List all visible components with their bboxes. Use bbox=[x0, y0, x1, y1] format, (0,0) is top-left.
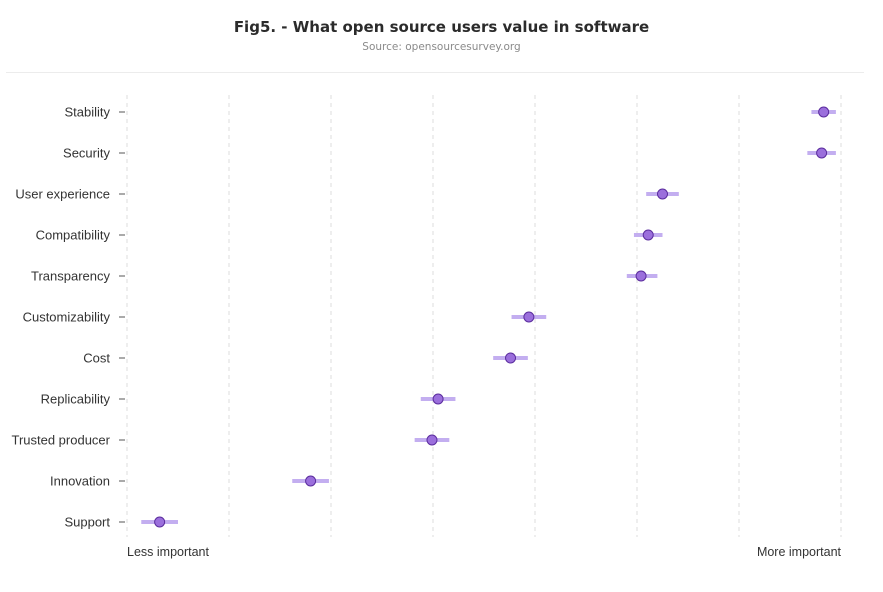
data-point bbox=[523, 311, 535, 323]
data-point bbox=[818, 106, 830, 118]
data-point bbox=[426, 434, 438, 446]
data-point bbox=[154, 516, 166, 528]
data-point bbox=[635, 270, 647, 282]
y-tick-label: User experience bbox=[15, 187, 110, 202]
data-point bbox=[432, 393, 444, 405]
x-tick-label-low: Less important bbox=[127, 545, 210, 559]
x-axis: Less important More important bbox=[127, 545, 842, 559]
chart-title: Fig5. - What open source users value in … bbox=[233, 18, 650, 36]
data-point bbox=[657, 188, 668, 200]
y-tick-label: Compatibility bbox=[36, 228, 111, 243]
y-tick-label: Transparency bbox=[31, 269, 110, 284]
y-tick-label: Security bbox=[63, 146, 110, 161]
y-tick-label: Customizability bbox=[23, 310, 111, 325]
header-divider bbox=[6, 72, 864, 73]
y-tick-label: Replicability bbox=[41, 392, 111, 407]
data-point bbox=[505, 352, 517, 364]
y-tick-label: Cost bbox=[83, 351, 110, 366]
y-tick-label: Stability bbox=[64, 105, 110, 120]
y-tick-label: Support bbox=[64, 515, 110, 530]
chart-subtitle: Source: opensourcesurvey.org bbox=[362, 41, 521, 53]
y-axis: Stability Security User experience Compatib… bbox=[11, 105, 125, 530]
data-point bbox=[305, 475, 317, 487]
y-tick-label: Innovation bbox=[50, 474, 110, 489]
data-point bbox=[816, 147, 828, 159]
grid-lines bbox=[126, 95, 842, 537]
x-tick-label-high: More important bbox=[757, 545, 842, 559]
data-point bbox=[642, 229, 654, 241]
data-points bbox=[154, 106, 830, 528]
error-bars bbox=[141, 110, 836, 524]
y-tick-label: Trusted producer bbox=[11, 433, 110, 448]
